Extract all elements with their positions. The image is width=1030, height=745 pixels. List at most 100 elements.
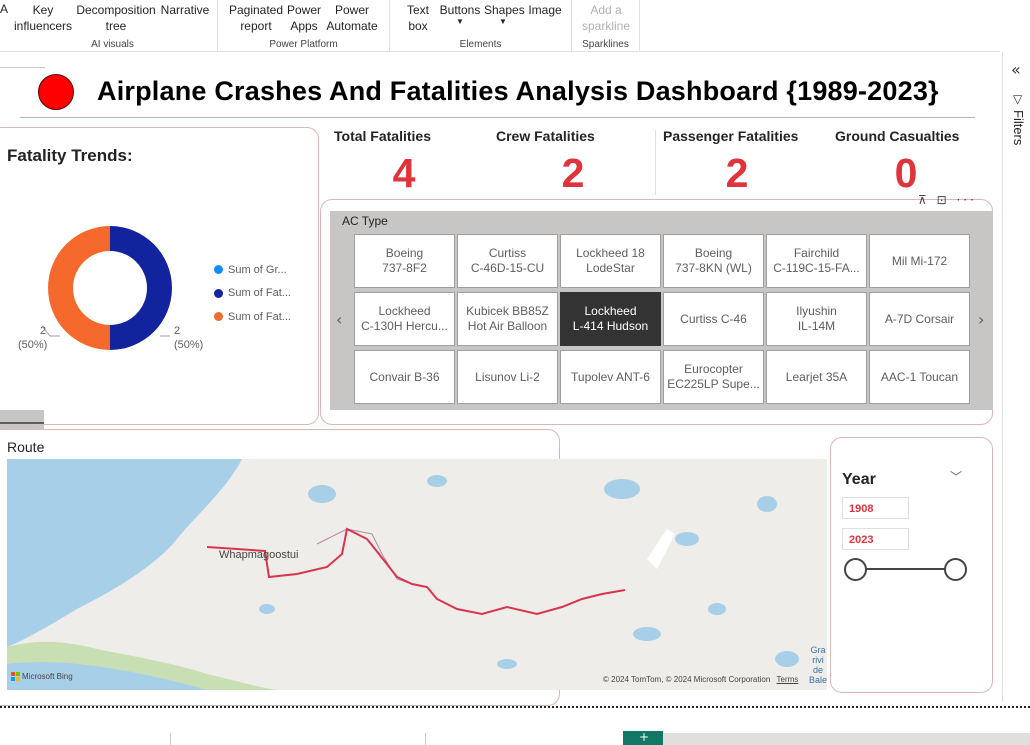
button-label: Buttons xyxy=(439,3,481,17)
ac-type-tile[interactable]: Learjet 35A xyxy=(766,350,867,404)
legend-label: Sum of Fat... xyxy=(228,287,291,300)
ribbon: A Key influencers Decomposition tree Nar… xyxy=(0,0,1000,52)
legend-label: Sum of Gr... xyxy=(228,263,287,276)
map-road xyxy=(316,528,413,585)
button-label: Automate xyxy=(326,19,378,33)
year-slicer-title: Year xyxy=(842,471,876,488)
ac-type-tile[interactable]: Lockheed C-130H Hercu... xyxy=(354,292,455,346)
crew-fatalities-label: Crew Fatalities xyxy=(496,128,595,144)
ac-type-tile[interactable]: Tupolev ANT-6 xyxy=(560,350,661,404)
shapes-button[interactable]: Shapes ▼ xyxy=(484,2,525,26)
page-boundary xyxy=(0,706,1030,708)
key-influencers-button[interactable]: Key influencers xyxy=(14,2,72,34)
ac-type-tile[interactable]: Boeing 737-8F2 xyxy=(354,234,455,288)
ac-type-tile[interactable]: Ilyushin IL-14M xyxy=(766,292,867,346)
year-start-input[interactable]: 1908 xyxy=(842,497,909,519)
ac-type-tile[interactable]: Lockheed 18 LodeStar xyxy=(560,234,661,288)
chevron-left-icon[interactable]: ‹ xyxy=(336,310,343,329)
new-page-button[interactable] xyxy=(623,731,663,745)
ac-type-tile[interactable]: Eurocopter EC225LP Supe... xyxy=(663,350,764,404)
legend-item[interactable]: Sum of Gr... xyxy=(214,258,291,282)
narrative-button[interactable]: Narrative xyxy=(158,2,212,18)
paginated-report-button[interactable]: Paginated report xyxy=(228,2,284,34)
button-label: tree xyxy=(105,19,127,33)
filters-label[interactable]: Filters xyxy=(1011,110,1026,146)
year-range-end-handle[interactable] xyxy=(944,558,967,581)
ground-casualties-value: 0 xyxy=(894,150,918,196)
group-label: Sparklines xyxy=(582,39,629,50)
ac-type-tile[interactable]: Boeing 737-8KN (WL) xyxy=(663,234,764,288)
button-label: Decomposition xyxy=(76,3,156,17)
ac-type-tile[interactable]: Convair B-36 xyxy=(354,350,455,404)
divider xyxy=(425,733,426,745)
ribbon-fragment: A xyxy=(0,2,9,16)
divider xyxy=(0,67,45,68)
chevron-down-icon: ▼ xyxy=(456,17,464,26)
bing-attribution: Microsoft Bing xyxy=(11,672,73,681)
map-lake xyxy=(604,479,640,499)
year-end-input[interactable]: 2023 xyxy=(842,528,909,550)
ac-type-tile[interactable]: Lockheed L-414 Hudson xyxy=(560,292,661,346)
page-tabs-strip[interactable] xyxy=(663,733,1030,745)
ac-type-tile[interactable]: Kubicek BB85Z Hot Air Balloon xyxy=(457,292,558,346)
donut-chart[interactable]: 2 (50%) 2 (50%) xyxy=(0,200,320,380)
map-edge-label: Gra rivi de Bale xyxy=(808,645,827,685)
legend-item[interactable]: Sum of Fat... xyxy=(214,282,291,306)
legend-label: Sum of Fat... xyxy=(228,310,291,323)
passenger-fatalities-value: 2 xyxy=(725,150,749,196)
chevron-down-icon: ▼ xyxy=(499,17,507,26)
button-label: Text xyxy=(406,3,429,17)
chevron-down-icon[interactable]: ﹀ xyxy=(950,470,963,484)
route-map[interactable] xyxy=(7,459,827,690)
ac-type-tile[interactable]: Lisunov Li-2 xyxy=(457,350,558,404)
ac-type-tile[interactable]: Fairchild C-119C-15-FA... xyxy=(766,234,867,288)
buttons-button[interactable]: Buttons ▼ xyxy=(438,2,482,26)
year-range-track[interactable] xyxy=(855,568,955,570)
data-label-value: 2 xyxy=(40,325,46,337)
double-chevron-left-icon[interactable]: « xyxy=(1011,60,1021,79)
total-fatalities-label: Total Fatalities xyxy=(334,128,431,144)
legend-item[interactable]: Sum of Fat... xyxy=(214,305,291,329)
button-label: Apps xyxy=(290,19,318,33)
button-label: Key xyxy=(32,3,54,17)
power-automate-button[interactable]: Power Automate xyxy=(324,2,380,34)
map-lake xyxy=(427,475,447,487)
map-canvas xyxy=(7,459,799,690)
ac-type-tile[interactable]: A-7D Corsair xyxy=(869,292,970,346)
ac-type-tile[interactable]: Mil Mi-172 xyxy=(869,234,970,288)
button-label: sparkline xyxy=(581,19,631,33)
map-lake xyxy=(633,627,661,641)
ribbon-group-power-platform: Paginated report Power Apps Power Automa… xyxy=(218,0,390,52)
leader-line xyxy=(41,325,60,337)
copyright-text: © 2024 TomTom, © 2024 Microsoft Corporat… xyxy=(603,675,771,684)
text-box-button[interactable]: Text box xyxy=(402,2,434,34)
button-label: report xyxy=(240,19,272,33)
fatality-trends-title: Fatality Trends: xyxy=(7,146,133,165)
ribbon-group-sparklines: Add a sparkline Sparklines xyxy=(572,0,640,52)
image-button[interactable]: Image xyxy=(526,2,564,18)
button-label: influencers xyxy=(14,19,73,33)
funnel-icon: ▽ xyxy=(1013,92,1023,106)
map-lake xyxy=(775,651,799,667)
decomposition-tree-button[interactable]: Decomposition tree xyxy=(74,2,158,34)
terms-link[interactable]: Terms xyxy=(776,675,799,684)
panel-handle-line xyxy=(0,422,44,424)
ac-type-tile[interactable]: Curtiss C-46 xyxy=(663,292,764,346)
group-label: Power Platform xyxy=(269,39,338,50)
route-line xyxy=(206,527,626,616)
map-lake xyxy=(259,604,275,614)
plus-icon: + xyxy=(639,730,650,744)
add-sparkline-button[interactable]: Add a sparkline xyxy=(578,2,634,34)
chevron-right-icon[interactable]: › xyxy=(978,310,985,329)
filters-pane[interactable]: « ▽ Filters xyxy=(1002,52,1030,702)
power-apps-button[interactable]: Power Apps xyxy=(286,2,322,34)
passenger-fatalities-label: Passenger Fatalities xyxy=(663,128,799,144)
donut-hole xyxy=(73,251,147,325)
ac-type-tile[interactable]: Curtiss C-46D-15-CU xyxy=(457,234,558,288)
ribbon-group-ai-visuals: Key influencers Decomposition tree Narra… xyxy=(8,0,218,52)
ac-type-tile[interactable]: AAC-1 Toucan xyxy=(869,350,970,404)
button-label: Power xyxy=(334,3,369,17)
map-copyright: © 2024 TomTom, © 2024 Microsoft Corporat… xyxy=(603,675,798,684)
visual-header-icons[interactable]: ⊼ ⊡ ··· xyxy=(918,193,977,207)
year-range-start-handle[interactable] xyxy=(844,558,867,581)
